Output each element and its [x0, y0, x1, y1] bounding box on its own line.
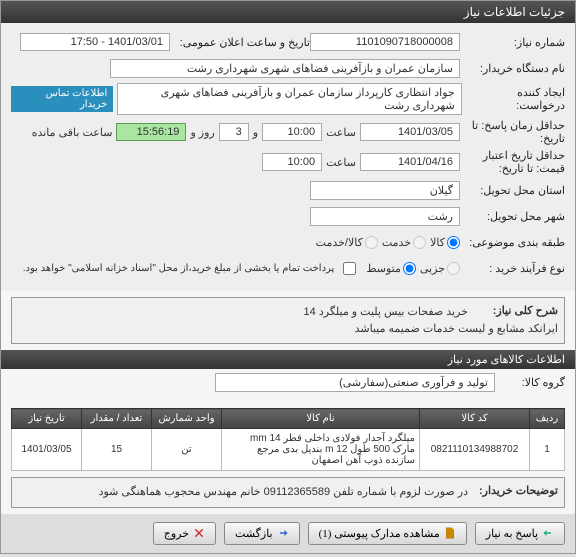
and-label: و — [253, 126, 258, 139]
description-box: شرح کلی نیاز: خرید صفحات بیس پلیت و میلگ… — [11, 297, 565, 344]
reply-icon — [542, 527, 554, 539]
pay-checkbox[interactable] — [343, 262, 356, 275]
category-radios: کالا خدمت کالا/خدمت — [316, 236, 460, 249]
back-button[interactable]: بازگشت — [224, 522, 300, 545]
goods-group-row: گروه کالا: تولید و فرآوری صنعتی(سفارشی) — [11, 373, 565, 392]
row-city: شهر محل تحویل: رشت — [11, 205, 565, 227]
countdown: 15:56:19 — [116, 123, 186, 141]
footer-buttons: پاسخ به نیاز مشاهده مدارک پیوستی (1) باز… — [1, 514, 575, 553]
radio-service[interactable] — [413, 236, 426, 249]
days-val: 3 — [219, 123, 249, 141]
remain-label: ساعت باقی مانده — [32, 126, 113, 139]
requester-value: جواد انتظاری کارپرداز سازمان عمران و باز… — [117, 83, 461, 115]
announce-label: تاریخ و ساعت اعلان عمومی: — [170, 36, 310, 49]
group-value: تولید و فرآوری صنعتی(سفارشی) — [215, 373, 495, 392]
buyer-label: نام دستگاه خریدار: — [460, 62, 565, 75]
row-credit: حداقل تاریخ اعتبار قیمت: تا تاریخ: 1401/… — [11, 149, 565, 175]
th-name: نام کالا — [222, 409, 420, 429]
radio-medium-label[interactable]: متوسط — [366, 262, 416, 275]
contact-link[interactable]: اطلاعات تماس خریدار — [11, 86, 113, 112]
credit-time: 10:00 — [262, 153, 322, 171]
file-icon — [444, 527, 456, 539]
cell-unit: تن — [152, 429, 222, 471]
details-panel: شماره نیاز: 1101090718000008 تاریخ و ساع… — [1, 23, 575, 291]
cell-idx: 1 — [530, 429, 565, 471]
th-unit: واحد شمارش — [152, 409, 222, 429]
row-reply-deadline: حداقل زمان پاسخ: تا تاریخ: 1401/03/05 سا… — [11, 119, 565, 145]
cell-name: میلگرد آجدار فولادی داخلی قطر 14 mm مارک… — [222, 429, 420, 471]
exit-icon — [193, 527, 205, 539]
attachments-button[interactable]: مشاهده مدارک پیوستی (1) — [308, 522, 467, 545]
th-code: کد کالا — [420, 409, 530, 429]
desc-label: شرح کلی نیاز: — [468, 304, 558, 317]
days-label: روز و — [190, 126, 214, 139]
category-label: طبقه بندی موضوعی: — [460, 236, 565, 249]
state-label: استان محل تحویل: — [460, 184, 565, 197]
table-row[interactable]: 1 0821110134988702 میلگرد آجدار فولادی د… — [12, 429, 565, 471]
th-date: تاریخ نیاز — [12, 409, 82, 429]
city-label: شهر محل تحویل: — [460, 210, 565, 223]
radio-small-label[interactable]: جزیی — [420, 262, 460, 275]
reply-time: 10:00 — [262, 123, 322, 141]
radio-goods-label[interactable]: کالا — [430, 236, 460, 249]
need-no-value: 1101090718000008 — [310, 33, 460, 51]
reply-date: 1401/03/05 — [360, 123, 460, 141]
radio-medium[interactable] — [403, 262, 416, 275]
credit-date: 1401/04/16 — [360, 153, 460, 171]
goods-panel: گروه کالا: تولید و فرآوری صنعتی(سفارشی) — [1, 369, 575, 404]
cell-code: 0821110134988702 — [420, 429, 530, 471]
pay-checkbox-label[interactable]: پرداخت تمام یا بخشی از مبلغ خرید،از محل … — [23, 262, 357, 275]
radio-small[interactable] — [447, 262, 460, 275]
credit-label: حداقل تاریخ اعتبار قیمت: تا تاریخ: — [460, 149, 565, 175]
announce-value: 1401/03/01 - 17:50 — [20, 33, 170, 51]
main-container: جزئیات اطلاعات نیاز شماره نیاز: 11010907… — [0, 0, 576, 554]
state-value: گیلان — [310, 181, 460, 200]
requester-label: ایجاد کننده درخواست: — [462, 86, 565, 112]
goods-table: ردیف کد کالا نام کالا واحد شمارش تعداد /… — [11, 408, 565, 471]
table-header-row: ردیف کد کالا نام کالا واحد شمارش تعداد /… — [12, 409, 565, 429]
desc-line2: ایرانکد مشابع و لیست خدمات ضمیمه میباشد — [18, 321, 558, 338]
goods-table-wrap: ردیف کد کالا نام کالا واحد شمارش تعداد /… — [11, 408, 565, 471]
row-buy-type: نوع فرآیند خرید : جزیی متوسط پرداخت تمام… — [11, 257, 565, 279]
radio-goods-service[interactable] — [365, 236, 378, 249]
time-label-1: ساعت — [326, 126, 356, 139]
back-icon — [277, 527, 289, 539]
th-idx: ردیف — [530, 409, 565, 429]
buy-type-label: نوع فرآیند خرید : — [460, 262, 565, 275]
need-no-label: شماره نیاز: — [460, 36, 565, 49]
buyer-value: سازمان عمران و بازآفرینی فضاهای شهری شهر… — [110, 59, 460, 78]
time-label-2: ساعت — [326, 156, 356, 169]
row-need-no: شماره نیاز: 1101090718000008 تاریخ و ساع… — [11, 31, 565, 53]
header-bar: جزئیات اطلاعات نیاز — [1, 1, 575, 23]
pay-note: پرداخت تمام یا بخشی از مبلغ خرید،از محل … — [23, 263, 335, 274]
notes-label: توضیحات خریدار: — [468, 484, 558, 497]
buy-type-radios: جزیی متوسط — [366, 262, 460, 275]
row-requester: ایجاد کننده درخواست: جواد انتظاری کارپرد… — [11, 83, 565, 115]
cell-qty: 15 — [82, 429, 152, 471]
th-qty: تعداد / مقدار — [82, 409, 152, 429]
radio-service-label[interactable]: خدمت — [382, 236, 426, 249]
exit-button[interactable]: خروج — [153, 522, 216, 545]
goods-header: اطلاعات کالاهای مورد نیاز — [1, 350, 575, 369]
row-state: استان محل تحویل: گیلان — [11, 179, 565, 201]
reply-button[interactable]: پاسخ به نیاز — [475, 522, 565, 545]
cell-date: 1401/03/05 — [12, 429, 82, 471]
group-label: گروه کالا: — [495, 376, 565, 389]
city-value: رشت — [310, 207, 460, 226]
header-title: جزئیات اطلاعات نیاز — [464, 5, 565, 19]
radio-goods-service-label[interactable]: کالا/خدمت — [316, 236, 378, 249]
notes-box: توضیحات خریدار: در صورت لزوم با شماره تل… — [11, 477, 565, 508]
row-category: طبقه بندی موضوعی: کالا خدمت کالا/خدمت — [11, 231, 565, 253]
reply-deadline-label: حداقل زمان پاسخ: تا تاریخ: — [460, 119, 565, 145]
radio-goods[interactable] — [447, 236, 460, 249]
row-buyer: نام دستگاه خریدار: سازمان عمران و بازآفر… — [11, 57, 565, 79]
